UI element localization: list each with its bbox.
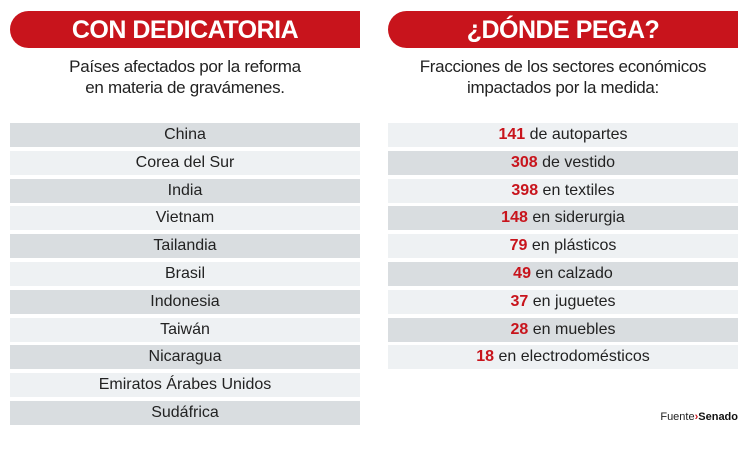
country-row: Nicaragua [10, 345, 360, 370]
sector-count: 308 [510, 153, 538, 171]
country-row: India [10, 178, 360, 203]
sector-count: 398 [511, 181, 539, 199]
countries-header: CON DEDICATORIA [10, 11, 360, 48]
source-note: Fuente›Senado [660, 411, 738, 423]
sector-count: 28 [510, 320, 529, 338]
country-row: Taiwán [10, 317, 360, 342]
sector-label: en textiles [542, 181, 615, 199]
sector-count: 49 [513, 264, 531, 282]
country-row: Corea del Sur [10, 150, 360, 175]
sector-row: 37 en juguetes [388, 289, 738, 314]
countries-list: China Corea del Sur India Vietnam Tailandia B… [10, 123, 360, 425]
country-row: Brasil [10, 261, 360, 286]
sector-label: en calzado [535, 264, 613, 282]
country-row: Sudáfrica [10, 400, 360, 425]
sector-count: 18 [476, 348, 495, 366]
sector-row: 141 de autopartes [388, 123, 738, 147]
sector-row: 18 en electrodomésticos [388, 345, 738, 370]
sector-label: en juguetes [532, 292, 616, 310]
sectors-panel: ¿DÓNDE PEGA? Fracciones de los sectores … [388, 11, 738, 373]
subtitle-line: Fracciones de los sectores económicos [419, 57, 707, 76]
sectors-list: 141 de autopartes 308 de vestido 398 en te… [388, 123, 738, 370]
sector-label: en muebles [532, 320, 616, 338]
sector-row: 79 en plásticos [388, 234, 738, 259]
sector-label: en plásticos [531, 237, 617, 255]
sector-row: 308 de vestido [388, 150, 738, 175]
sector-label: de vestido [542, 153, 616, 171]
country-row: Vietnam [10, 206, 360, 231]
sectors-subtitle: Fracciones de los sectores económicos im… [388, 56, 738, 106]
sector-count: 37 [510, 292, 529, 310]
sector-count: 148 [501, 209, 528, 227]
country-row: Indonesia [10, 289, 360, 314]
source-value: Senado [698, 411, 738, 423]
countries-subtitle: Países afectados por la reforma en mater… [10, 56, 360, 106]
sector-row: 49 en calzado [388, 261, 738, 286]
sector-row: 28 en muebles [388, 317, 738, 342]
sector-label: de autopartes [529, 126, 628, 143]
subtitle-line: impactados por la medida: [467, 78, 659, 97]
country-row: Tailandia [10, 234, 360, 259]
countries-panel: CON DEDICATORIA Países afectados por la … [10, 11, 360, 429]
chevron-right-icon: › [694, 411, 699, 423]
sector-count: 141 [498, 126, 526, 143]
sector-row: 148 en siderurgia [388, 206, 738, 231]
sectors-header: ¿DÓNDE PEGA? [388, 11, 738, 48]
country-row: China [10, 123, 360, 147]
sector-label: en siderurgia [532, 209, 625, 227]
country-row: Emiratos Árabes Unidos [10, 373, 360, 398]
subtitle-line: en materia de gravámenes. [85, 78, 285, 97]
sector-count: 79 [509, 237, 528, 255]
sector-row: 398 en textiles [388, 178, 738, 203]
source-label: Fuente [660, 411, 695, 423]
subtitle-line: Países afectados por la reforma [69, 57, 301, 76]
sector-label: en electrodomésticos [498, 348, 650, 366]
